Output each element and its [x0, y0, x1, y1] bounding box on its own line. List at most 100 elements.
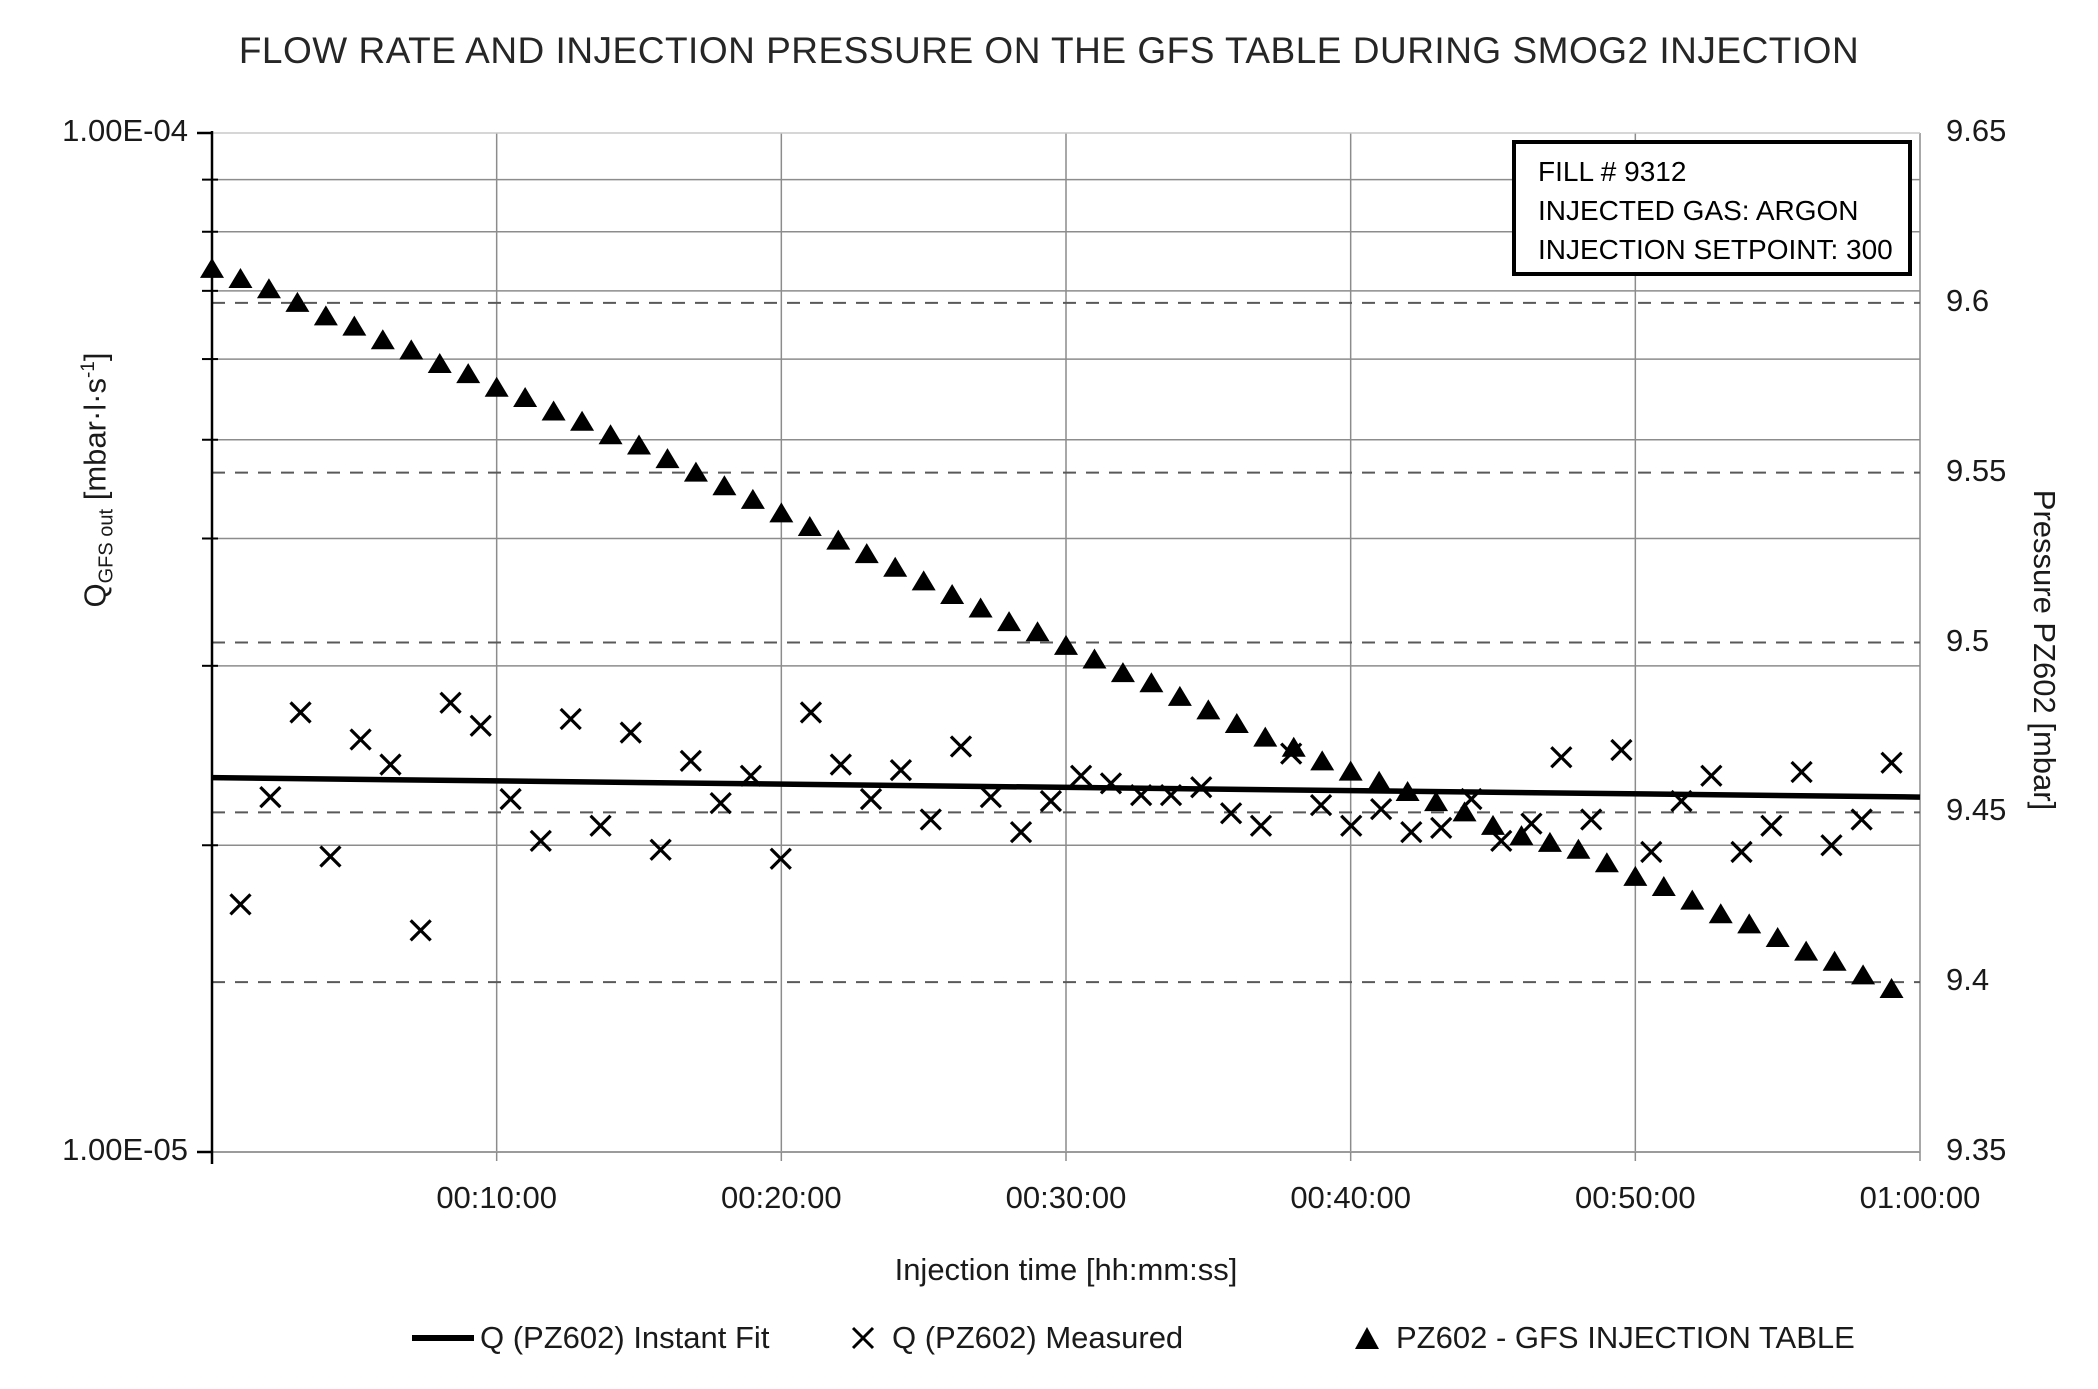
injection-table-marker	[541, 400, 566, 421]
right-axis-tick-label: 9.35	[1946, 1132, 2007, 1167]
instant-fit-line	[211, 774, 1921, 800]
injection-table-marker	[1196, 699, 1221, 720]
injection-table-marker	[740, 488, 765, 509]
injection-table-marker	[1794, 940, 1819, 961]
injection-table-marker	[513, 386, 538, 407]
line-swatch-icon	[412, 1335, 474, 1341]
injection-table-marker	[1651, 876, 1676, 897]
legend-item-instant-fit: Q (PZ602) Instant Fit	[412, 1310, 769, 1366]
left-axis-title: QGFS out [mbar·l·s-1]	[77, 352, 118, 608]
measured-point-marker	[1099, 772, 1123, 795]
annotation-injected-gas: INJECTED GAS: ARGON	[1538, 195, 1859, 226]
x-axis-tick-label: 00:50:00	[1574, 1180, 1696, 1215]
measured-point-marker	[1580, 808, 1603, 831]
measured-point-marker	[1700, 764, 1723, 787]
left-axis-max-label: 1.00E-04	[62, 113, 188, 148]
chart-title: FLOW RATE AND INJECTION PRESSURE ON THE …	[238, 30, 1860, 71]
measured-point-marker	[649, 838, 672, 861]
injection-table-marker	[1281, 736, 1306, 757]
injection-table-marker	[826, 529, 851, 550]
injection-table-marker	[883, 556, 908, 577]
measured-point-marker	[1340, 814, 1363, 837]
right-axis-tick-label: 9.4	[1946, 962, 1990, 998]
measured-point-marker	[1190, 776, 1213, 799]
right-axis-tick-label: 9.5	[1946, 622, 1990, 658]
injection-table-marker	[1139, 672, 1164, 693]
measured-point-marker	[1610, 738, 1633, 762]
injection-table-marker	[484, 376, 509, 397]
x-axis-tick-label: 01:00:00	[1859, 1180, 1981, 1215]
injection-table-marker	[997, 611, 1022, 632]
measured-point-marker	[1039, 789, 1063, 813]
injection-table-marker	[683, 461, 708, 482]
measured-point-marker	[1550, 746, 1573, 769]
injection-table-marker	[1253, 726, 1278, 747]
measured-point-marker	[1219, 802, 1243, 825]
measured-point-marker	[1520, 812, 1543, 835]
measured-point-marker	[1640, 840, 1663, 864]
injection-table-marker	[1509, 825, 1534, 846]
measured-point-marker	[829, 753, 852, 776]
injection-table-marker	[570, 410, 595, 431]
injection-table-marker	[1680, 889, 1705, 910]
x-axis-tick-label: 00:10:00	[436, 1180, 557, 1215]
injection-table-marker	[1367, 770, 1392, 791]
injection-table-marker	[968, 597, 993, 618]
measured-point-marker	[1730, 840, 1753, 864]
measured-point-marker	[949, 735, 973, 758]
injection-table-marker	[456, 363, 481, 384]
measured-point-marker	[1790, 760, 1813, 784]
injection-table-marker	[1338, 760, 1363, 781]
injection-table-marker	[1879, 977, 1904, 998]
measured-point-marker	[859, 787, 883, 811]
measured-point-marker	[919, 808, 942, 831]
x-axis-tick-label: 00:30:00	[1005, 1180, 1127, 1215]
injection-table-marker	[911, 570, 936, 591]
injection-table-marker	[1566, 838, 1591, 859]
measured-point-marker	[529, 829, 552, 852]
measured-point-marker	[1880, 751, 1903, 774]
measured-point-marker	[349, 728, 372, 751]
x-marker-icon	[851, 1326, 875, 1350]
injection-table-marker	[1737, 913, 1762, 934]
injection-table-marker	[1851, 964, 1876, 985]
injection-table-marker	[1224, 713, 1249, 734]
measured-point-marker	[229, 893, 252, 916]
injection-table-marker	[1424, 791, 1449, 812]
right-axis-title: Pressure PZ602 [mbar]	[2027, 489, 2062, 811]
right-axis-tick-label: 9.55	[1946, 452, 2007, 488]
injection-table-marker	[1594, 852, 1619, 873]
measured-point-marker	[769, 847, 792, 870]
measured-point-marker	[1850, 808, 1873, 831]
measured-point-marker	[1249, 814, 1273, 837]
measured-point-marker	[319, 845, 342, 868]
injection-table-marker	[627, 434, 651, 455]
injection-table-marker	[598, 424, 623, 445]
injection-table-marker	[1765, 927, 1790, 948]
measured-point-marker	[1069, 764, 1093, 787]
injection-table-marker	[1822, 950, 1847, 971]
triangle-marker-icon	[1355, 1327, 1379, 1349]
measured-point-marker	[1130, 783, 1153, 807]
measured-point-marker	[499, 787, 522, 811]
measured-point-marker	[409, 919, 432, 942]
measured-point-marker	[799, 701, 823, 724]
injection-table-marker	[228, 268, 253, 289]
legend-label: Q (PZ602) Measured	[892, 1320, 1184, 1355]
measured-point-marker	[889, 759, 913, 782]
measured-point-marker	[1309, 793, 1333, 817]
injection-table-marker	[256, 278, 281, 299]
measured-point-marker	[379, 753, 402, 776]
measured-point-marker	[979, 785, 1002, 809]
measured-point-marker	[1430, 816, 1453, 840]
measured-point-marker	[679, 749, 702, 773]
measured-point-marker	[559, 707, 582, 731]
measured-point-marker	[439, 691, 462, 714]
injection-table-marker	[285, 291, 310, 312]
measured-point-marker	[1820, 834, 1843, 857]
measured-point-marker	[1670, 789, 1693, 813]
right-axis-tick-label: 9.65	[1946, 113, 2007, 148]
legend-label: Q (PZ602) Instant Fit	[480, 1320, 770, 1355]
